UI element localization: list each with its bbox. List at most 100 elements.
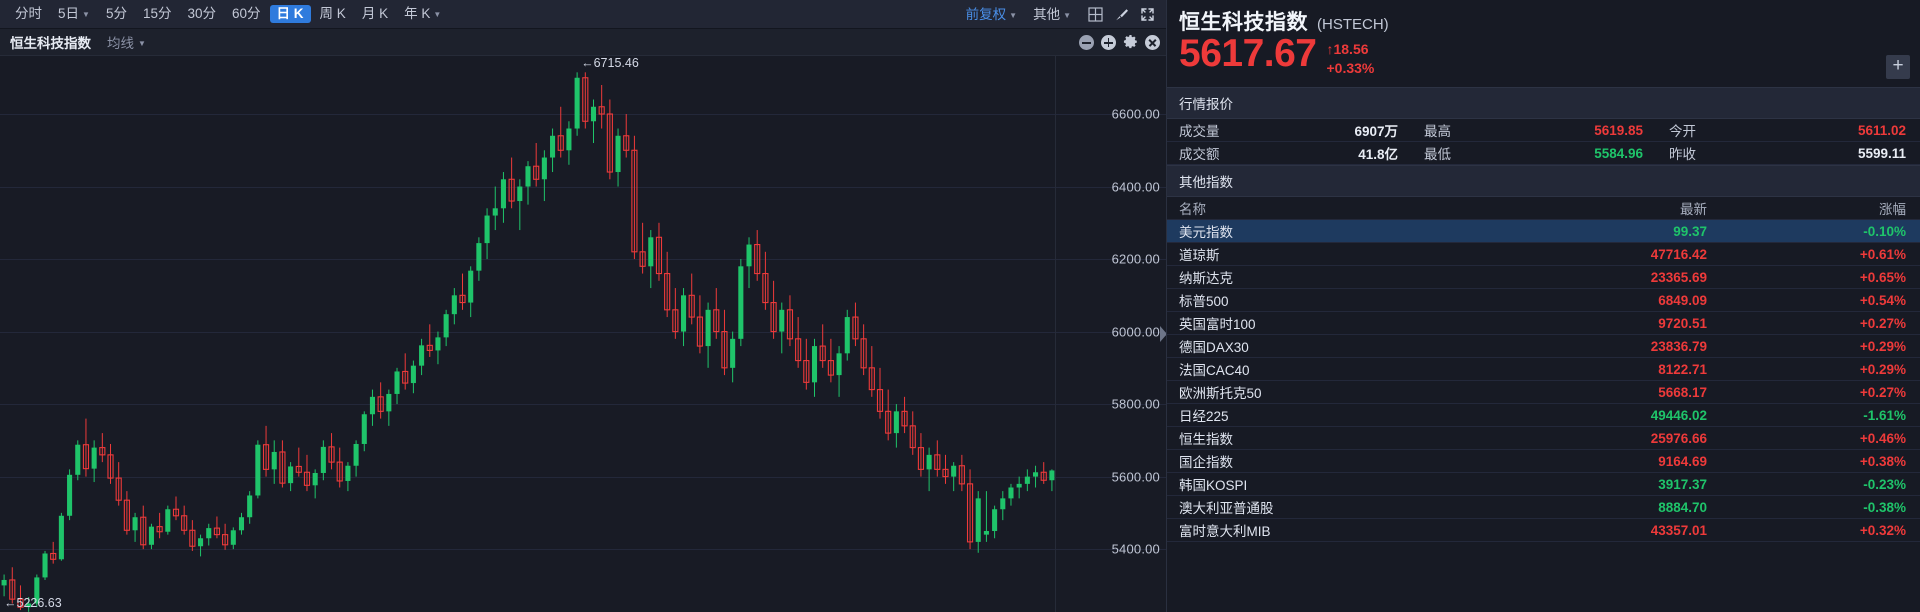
panel-collapse-handle[interactable] bbox=[1159, 321, 1166, 347]
index-row[interactable]: 德国DAX30 23836.79 +0.29% bbox=[1167, 335, 1920, 359]
period-tab-label: 日 K bbox=[276, 6, 304, 22]
y-axis-divider bbox=[1055, 56, 1056, 612]
indicator-label: 均线 bbox=[107, 36, 134, 51]
period-tab-8[interactable]: 月 K bbox=[355, 5, 395, 23]
period-tab-1[interactable]: 5日 ▼ bbox=[51, 5, 97, 23]
index-row[interactable]: 道琼斯 47716.42 +0.61% bbox=[1167, 243, 1920, 267]
indicator-dropdown[interactable]: 均线 ▼ bbox=[107, 32, 146, 52]
index-row[interactable]: 日经225 49446.02 -1.61% bbox=[1167, 404, 1920, 428]
index-name: 澳大利亚普通股 bbox=[1179, 501, 1274, 517]
indices-table-body: 美元指数 99.37 -0.10% 道琼斯 47716.42 +0.61% 纳斯达克 2336… bbox=[1167, 220, 1920, 543]
adjust-dropdown[interactable]: 前复权 ▼ bbox=[959, 6, 1024, 24]
settings-icon[interactable] bbox=[1123, 34, 1138, 52]
index-last: 9720.51 bbox=[1658, 315, 1707, 331]
period-tab-6[interactable]: 日 K bbox=[269, 5, 311, 23]
quote-price-row: 5617.67 ↑18.56 +0.33% bbox=[1179, 32, 1908, 79]
index-last: 23836.79 bbox=[1650, 338, 1707, 354]
period-tab-label: 5日 bbox=[58, 6, 80, 22]
chevron-down-icon: ▼ bbox=[138, 38, 146, 48]
chart-title: 恒生科技指数 bbox=[10, 36, 91, 51]
zoom-in-icon[interactable] bbox=[1101, 35, 1116, 50]
period-tab-5[interactable]: 60分 bbox=[225, 5, 268, 23]
index-row[interactable]: 法国CAC40 8122.71 +0.29% bbox=[1167, 358, 1920, 382]
index-change: -0.38% bbox=[1863, 499, 1906, 515]
adjust-label: 前复权 bbox=[965, 6, 1007, 22]
period-tab-label: 年 K bbox=[404, 6, 431, 22]
y-axis-tick: 6600.00 bbox=[1111, 106, 1160, 122]
chevron-down-icon: ▼ bbox=[82, 10, 90, 19]
period-tab-4[interactable]: 30分 bbox=[180, 5, 223, 23]
index-change: +0.29% bbox=[1859, 338, 1906, 354]
quote-panel: 恒生科技指数 (HSTECH) 5617.67 ↑18.56 +0.33% + … bbox=[1166, 0, 1920, 612]
toolbar-right-controls: 前复权 ▼ 其他 ▼ bbox=[959, 0, 1158, 29]
period-tab-9[interactable]: 年 K ▼ bbox=[397, 5, 448, 23]
close-icon[interactable] bbox=[1145, 35, 1160, 50]
index-row[interactable]: 英国富时100 9720.51 +0.27% bbox=[1167, 312, 1920, 336]
period-tab-label: 15分 bbox=[142, 6, 172, 22]
quote-stat-value: 6907万 bbox=[1354, 124, 1398, 140]
grid-icon[interactable] bbox=[1084, 5, 1106, 25]
y-axis-tick: 5800.00 bbox=[1111, 396, 1160, 412]
index-name: 法国CAC40 bbox=[1179, 363, 1250, 379]
index-change: +0.27% bbox=[1859, 315, 1906, 331]
period-tab-3[interactable]: 15分 bbox=[136, 5, 179, 23]
other-label: 其他 bbox=[1033, 6, 1061, 22]
quote-section-header: 行情报价 bbox=[1167, 87, 1920, 120]
y-axis-tick: 6000.00 bbox=[1111, 324, 1160, 340]
quote-stat-value: 5584.96 bbox=[1594, 145, 1643, 161]
index-row[interactable]: 欧洲斯托克50 5668.17 +0.27% bbox=[1167, 381, 1920, 405]
period-tab-label: 30分 bbox=[187, 6, 217, 22]
candlestick-series bbox=[1, 72, 1055, 612]
index-name: 国企指数 bbox=[1179, 455, 1233, 471]
index-row[interactable]: 恒生指数 25976.66 +0.46% bbox=[1167, 427, 1920, 451]
quote-stat-label: 今开 bbox=[1669, 124, 1696, 140]
period-tab-label: 周 K bbox=[319, 6, 346, 22]
index-row[interactable]: 富时意大利MIB 43357.01 +0.32% bbox=[1167, 519, 1920, 543]
quote-header: 恒生科技指数 (HSTECH) 5617.67 ↑18.56 +0.33% + bbox=[1167, 0, 1920, 87]
index-name: 纳斯达克 bbox=[1179, 271, 1233, 287]
index-name: 欧洲斯托克50 bbox=[1179, 386, 1262, 402]
period-tab-7[interactable]: 周 K bbox=[313, 5, 353, 23]
period-tab-2[interactable]: 5分 bbox=[99, 5, 134, 23]
quote-name-row: 恒生科技指数 (HSTECH) bbox=[1179, 6, 1908, 36]
other-dropdown[interactable]: 其他 ▼ bbox=[1026, 6, 1078, 24]
index-row[interactable]: 国企指数 9164.69 +0.38% bbox=[1167, 450, 1920, 474]
add-to-watchlist-button[interactable]: + bbox=[1886, 55, 1910, 80]
index-last: 8122.71 bbox=[1658, 361, 1707, 377]
zoom-out-icon[interactable] bbox=[1079, 35, 1094, 50]
index-row[interactable]: 标普500 6849.09 +0.54% bbox=[1167, 289, 1920, 313]
chart-plot-area[interactable]: 6600.00 6400.00 6200.00 6000.00 5800.00 5600.… bbox=[0, 56, 1166, 612]
index-name: 韩国KOSPI bbox=[1179, 478, 1248, 494]
index-last: 99.37 bbox=[1673, 223, 1707, 239]
quote-stat-row: 成交量 6907万 最高 5619.85 今开 5611.02 bbox=[1167, 119, 1920, 143]
quote-change-percent: +0.33% bbox=[1326, 60, 1375, 77]
index-last: 25976.66 bbox=[1650, 430, 1707, 446]
index-name: 日经225 bbox=[1179, 409, 1229, 425]
index-change: -1.61% bbox=[1863, 407, 1906, 423]
gridline bbox=[0, 186, 1166, 188]
quote-stat-label: 成交量 bbox=[1179, 124, 1220, 140]
index-name: 标普500 bbox=[1179, 294, 1229, 310]
quote-change-group: ↑18.56 +0.33% bbox=[1326, 34, 1374, 79]
index-last: 8884.70 bbox=[1658, 499, 1707, 515]
index-row[interactable]: 纳斯达克 23365.69 +0.65% bbox=[1167, 266, 1920, 290]
gridline bbox=[0, 404, 1166, 406]
index-row[interactable]: 澳大利亚普通股 8884.70 -0.38% bbox=[1167, 496, 1920, 520]
index-row[interactable]: 美元指数 99.37 -0.10% bbox=[1167, 220, 1920, 244]
gridline bbox=[0, 331, 1166, 333]
index-name: 富时意大利MIB bbox=[1179, 524, 1271, 540]
index-last: 3917.37 bbox=[1658, 476, 1707, 492]
index-row[interactable]: 韩国KOSPI 3917.37 -0.23% bbox=[1167, 473, 1920, 497]
quote-stat-label: 成交额 bbox=[1179, 147, 1220, 163]
quote-price: 5617.67 bbox=[1179, 32, 1317, 75]
quote-stat-value: 5599.11 bbox=[1857, 145, 1906, 161]
fullscreen-icon[interactable] bbox=[1136, 5, 1158, 25]
brush-icon[interactable] bbox=[1110, 5, 1132, 25]
index-change: +0.29% bbox=[1859, 361, 1906, 377]
index-name: 美元指数 bbox=[1179, 225, 1233, 241]
period-tab-0[interactable]: 分时 bbox=[8, 5, 49, 23]
index-change: -0.23% bbox=[1863, 476, 1906, 492]
gridline bbox=[0, 549, 1166, 551]
chart-annotation: ←6715.46 bbox=[581, 56, 639, 71]
